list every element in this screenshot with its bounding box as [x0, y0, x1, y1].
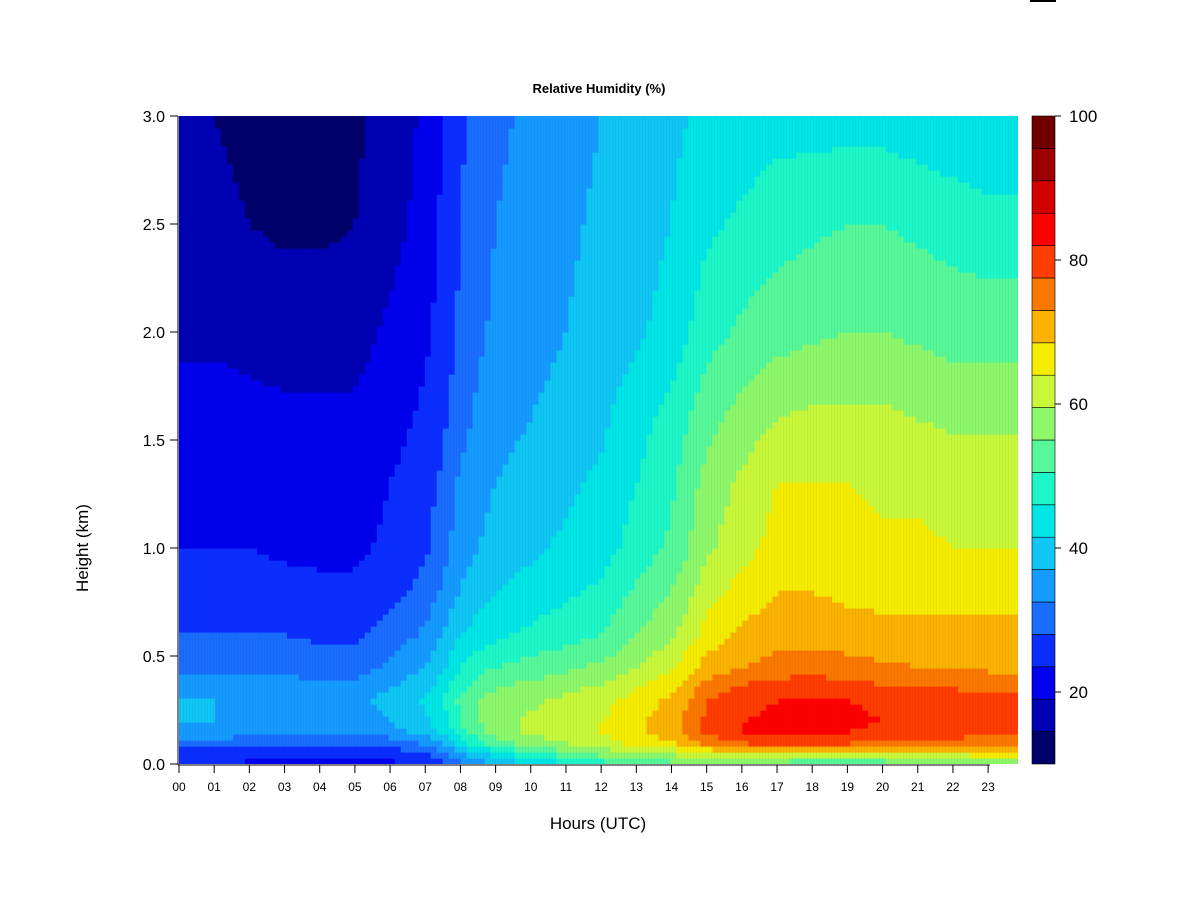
corner-tick-mark [1030, 0, 1056, 2]
chart-title: Relative Humidity (%) [533, 81, 666, 96]
